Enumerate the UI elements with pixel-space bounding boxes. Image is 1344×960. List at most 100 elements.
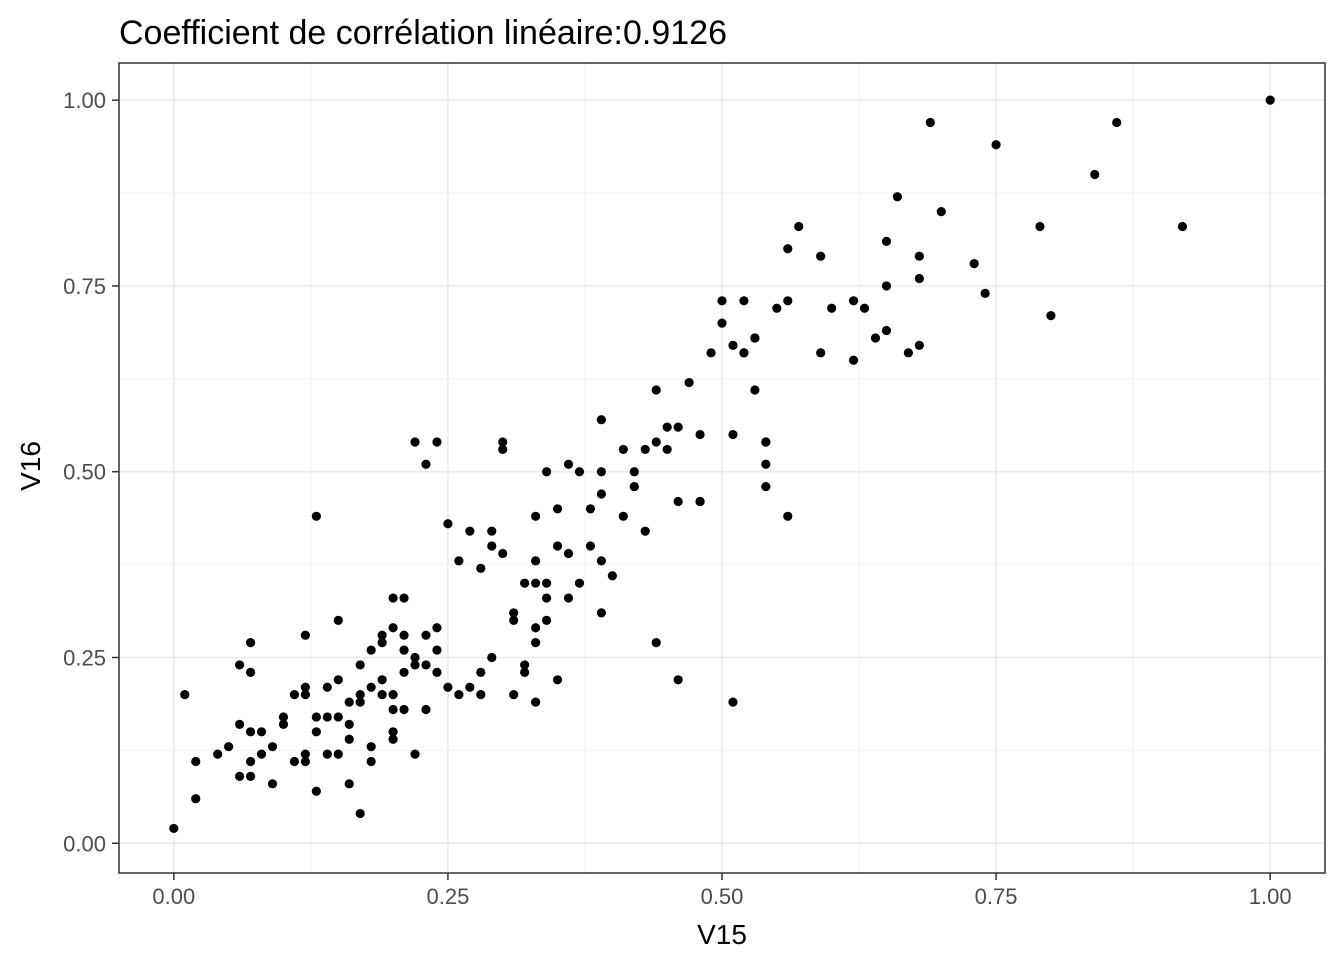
data-point: [772, 303, 782, 313]
data-point: [300, 756, 310, 767]
data-point: [377, 638, 387, 648]
data-point: [531, 638, 541, 648]
x-tick-label: 0.75: [975, 884, 1018, 909]
data-point: [848, 355, 859, 365]
data-point: [399, 593, 409, 603]
x-tick-label: 1.00: [1249, 884, 1292, 909]
data-point: [520, 667, 530, 677]
x-tick-label: 0.25: [426, 884, 469, 909]
data-point: [936, 207, 946, 217]
data-point: [520, 578, 530, 588]
data-point: [563, 593, 574, 603]
data-point: [816, 251, 826, 261]
data-point: [509, 615, 519, 625]
y-tick-label: 0.75: [63, 274, 106, 299]
data-point: [750, 333, 760, 343]
data-point: [618, 511, 628, 521]
data-point: [256, 749, 267, 759]
data-point: [432, 645, 442, 655]
data-point: [487, 652, 497, 663]
data-point: [399, 630, 409, 640]
data-point: [531, 578, 541, 588]
data-point: [333, 615, 343, 625]
data-point: [235, 719, 245, 729]
data-point: [432, 437, 442, 447]
data-point: [399, 704, 409, 715]
data-point: [848, 296, 859, 306]
data-point: [311, 511, 321, 521]
data-point: [509, 608, 519, 618]
data-point: [421, 660, 431, 670]
data-point: [399, 667, 409, 677]
data-point: [476, 690, 486, 700]
data-point: [706, 348, 716, 358]
data-point: [662, 422, 672, 432]
data-point: [454, 556, 464, 566]
data-point: [881, 325, 892, 336]
data-point: [541, 615, 552, 625]
data-point: [267, 742, 278, 752]
data-point: [563, 459, 574, 469]
y-tick-label: 0.50: [63, 460, 106, 485]
data-point: [684, 377, 694, 388]
data-point: [191, 756, 201, 767]
data-point: [925, 117, 935, 128]
data-point: [169, 823, 179, 834]
data-point: [388, 727, 398, 737]
data-point: [596, 467, 607, 477]
data-point: [355, 808, 365, 819]
data-point: [596, 415, 607, 425]
y-tick-label: 0.25: [63, 645, 106, 670]
x-axis-title: V15: [697, 919, 747, 950]
data-point: [300, 749, 310, 759]
data-point: [673, 422, 683, 432]
data-point: [1090, 169, 1100, 180]
data-point: [421, 459, 431, 469]
data-point: [783, 244, 793, 254]
gridlines: [119, 63, 1325, 873]
data-point: [563, 548, 574, 559]
data-point: [300, 690, 310, 700]
data-point: [991, 140, 1001, 150]
data-point: [333, 675, 343, 685]
data-point: [761, 481, 771, 492]
data-point: [552, 675, 563, 685]
x-axis: 0.00 0.25 0.50 0.75 1.00: [152, 873, 1292, 909]
data-point: [311, 712, 321, 722]
data-point: [794, 221, 804, 232]
data-point: [256, 727, 267, 737]
data-point: [750, 385, 760, 395]
data-point: [859, 303, 870, 313]
data-point: [903, 348, 913, 358]
data-point: [980, 288, 990, 298]
data-point: [213, 749, 223, 759]
data-point: [541, 578, 552, 588]
data-point: [498, 548, 508, 559]
data-point: [881, 281, 892, 291]
data-point: [344, 719, 354, 729]
data-point: [717, 296, 727, 306]
data-point: [1265, 95, 1275, 105]
data-point: [355, 697, 365, 707]
data-point: [322, 712, 332, 722]
data-point: [695, 496, 705, 507]
data-point: [366, 645, 376, 655]
data-point: [366, 682, 376, 692]
data-point: [322, 749, 332, 759]
data-point: [827, 303, 837, 313]
data-point: [388, 690, 398, 700]
y-axis: 0.00 0.25 0.50 0.75 1.00: [63, 88, 119, 856]
y-tick-label: 1.00: [63, 88, 106, 113]
data-point: [640, 526, 650, 536]
data-point: [728, 697, 738, 707]
data-point: [761, 459, 771, 469]
data-point: [300, 682, 310, 692]
data-point: [487, 526, 497, 536]
data-point: [344, 697, 354, 707]
data-point: [278, 712, 289, 722]
data-point: [969, 259, 979, 269]
data-point: [728, 429, 738, 440]
data-point: [739, 296, 749, 306]
data-point: [574, 467, 585, 477]
